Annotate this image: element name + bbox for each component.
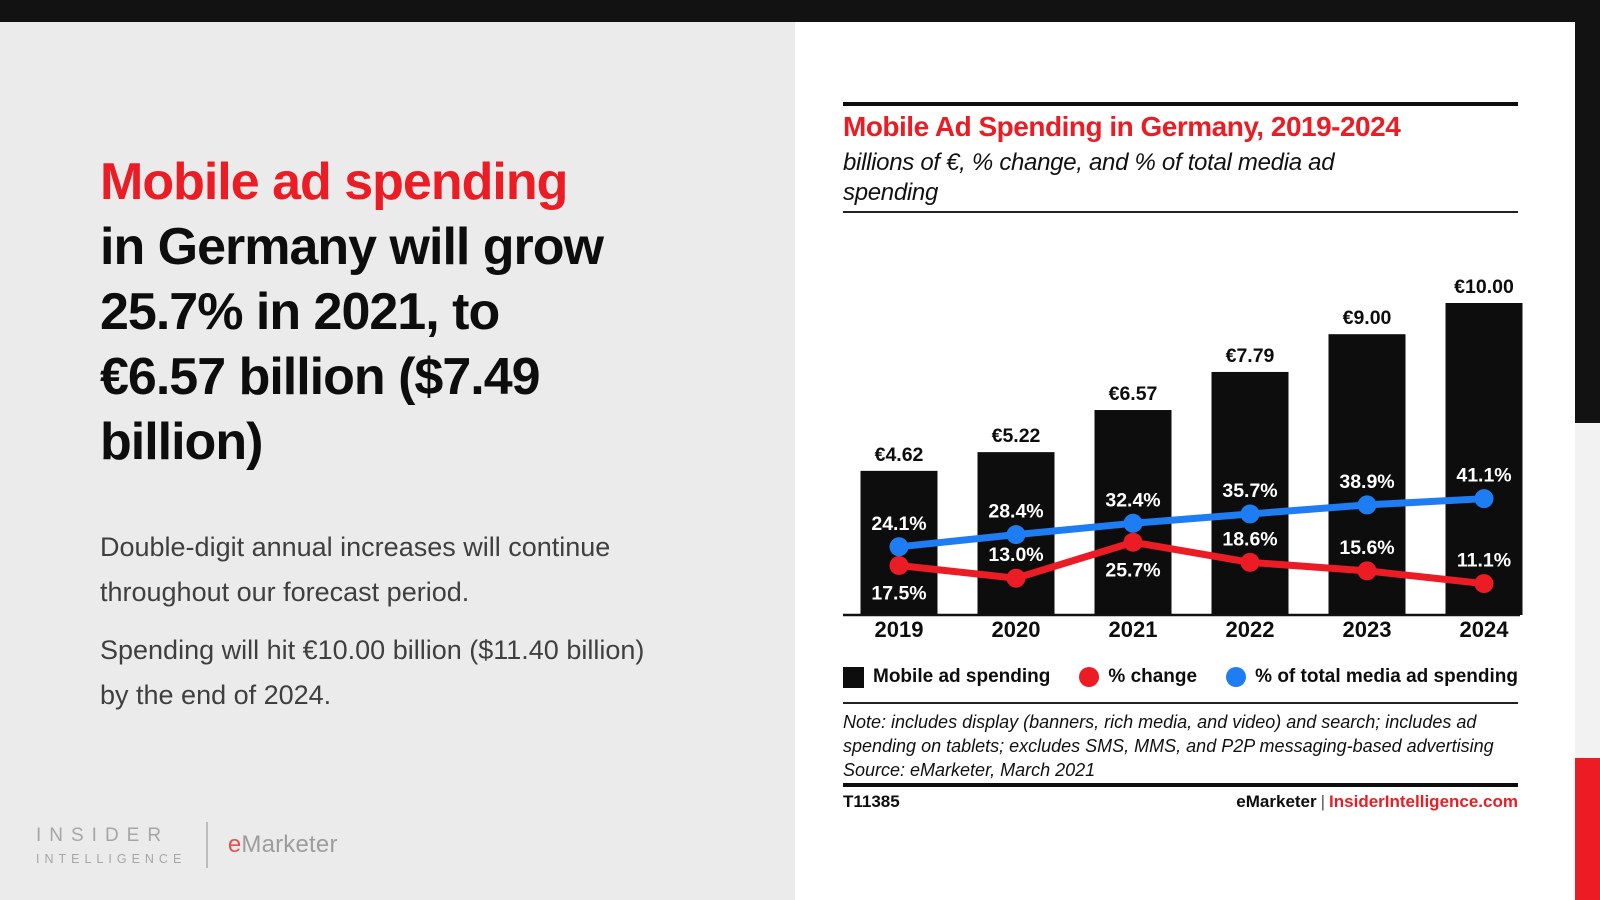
headline-body: in Germany will grow 25.7% in 2021, to €…	[100, 218, 604, 471]
chart-card: Mobile Ad Spending in Germany, 2019-2024…	[795, 22, 1575, 900]
x-tick-2023: 2023	[1343, 617, 1392, 640]
footer-rule	[843, 783, 1518, 787]
legend-label: % of total media ad spending	[1255, 666, 1518, 687]
legend-item-pct-of-total: % of total media ad spending	[1226, 666, 1518, 688]
change-label-2021: 25.7%	[1105, 559, 1160, 581]
logo-divider	[206, 822, 208, 868]
chart-id: T11385	[843, 792, 900, 811]
of-total-media-ad-spending-point-2021	[1123, 513, 1143, 533]
legend-label: Mobile ad spending	[873, 666, 1051, 687]
legend-item-mobile-ad-spending: Mobile ad spending	[843, 666, 1050, 688]
chart-title: Mobile Ad Spending in Germany, 2019-2024	[843, 111, 1401, 142]
change-point-2019	[889, 555, 909, 575]
bar-value-2024: €10.00	[1454, 276, 1514, 298]
of-total-media-ad-spending-point-2020	[1006, 525, 1026, 545]
change-label-2024: 11.1%	[1457, 550, 1511, 572]
change-point-2023	[1357, 561, 1377, 581]
headline-highlight: Mobile ad spending	[100, 153, 568, 211]
headline: Mobile ad spending in Germany will grow 2…	[100, 150, 720, 475]
brand-name: eMarketer	[1236, 792, 1317, 811]
edge-strip-black	[1575, 22, 1600, 423]
x-tick-2020: 2020	[992, 617, 1041, 640]
x-tick-2024: 2024	[1460, 617, 1510, 640]
title-rule-top	[843, 102, 1518, 106]
change-label-2023: 15.6%	[1339, 537, 1394, 559]
legend-item-pct-change: % change	[1079, 666, 1197, 688]
of-total-media-ad-spending-point-2024	[1474, 489, 1494, 509]
edge-strip-red	[1575, 758, 1600, 900]
red-dot-swatch-icon	[1079, 667, 1100, 687]
of-total-media-ad-spending-label-2020: 28.4%	[988, 501, 1043, 523]
brand-separator: |	[1320, 792, 1326, 811]
of-total-media-ad-spending-label-2022: 35.7%	[1222, 480, 1277, 502]
chart-svg: 2019 2020 2021 2022 2023 2024 €4.62 €5.22 €6.57 €…	[843, 276, 1523, 640]
bar-value-2022: €7.79	[1226, 345, 1275, 367]
logo-line-insider: INSIDER	[36, 824, 170, 846]
edge-strip-gray	[1575, 423, 1600, 758]
change-point-2022	[1240, 552, 1260, 572]
x-tick-2019: 2019	[875, 617, 924, 640]
bar-value-2023: €9.00	[1343, 307, 1392, 329]
change-label-2020: 13.0%	[988, 544, 1043, 566]
of-total-media-ad-spending-label-2023: 38.9%	[1339, 471, 1394, 493]
chart-subtitle: billions of €, % change, and % of total …	[843, 149, 1335, 206]
bar-2021	[1094, 410, 1172, 615]
chart-legend: Mobile ad spending % change % of total m…	[843, 663, 1518, 691]
footer-brand: eMarketer | InsiderIntelligence.com	[1236, 792, 1518, 812]
change-label-2022: 18.6%	[1222, 528, 1277, 550]
emarketer-wordmark: eMarketer	[228, 831, 338, 859]
emarketer-e: e	[227, 831, 242, 858]
of-total-media-ad-spending-label-2019: 24.1%	[871, 513, 926, 535]
chart-note: Note: includes display (banners, rich me…	[843, 712, 1494, 780]
of-total-media-ad-spending-label-2021: 32.4%	[1105, 489, 1160, 511]
change-point-2020	[1006, 568, 1026, 588]
blue-dot-swatch-icon	[1226, 667, 1247, 687]
brand-site-link[interactable]: InsiderIntelligence.com	[1329, 792, 1518, 811]
emarketer-rest: Marketer	[241, 831, 338, 858]
of-total-media-ad-spending-point-2023	[1357, 495, 1377, 515]
bar-value-2021: €6.57	[1109, 383, 1158, 405]
of-total-media-ad-spending-point-2019	[889, 537, 909, 557]
change-label-2019: 17.5%	[871, 582, 926, 604]
summary-paragraph-1: Double-digit annual increases will conti…	[100, 532, 611, 607]
chart-footer: T11385 eMarketer | InsiderIntelligence.com	[843, 792, 1518, 812]
change-point-2024	[1474, 574, 1494, 594]
insider-intelligence-wordmark: INSIDER INTELLIGENCE	[36, 825, 186, 866]
bar-2022	[1211, 371, 1289, 615]
legend-label: % change	[1108, 666, 1198, 687]
title-rule-bottom	[843, 211, 1518, 213]
insider-intelligence-logo: INSIDER INTELLIGENCE eMarketer	[36, 822, 338, 868]
summary-panel: Mobile ad spending in Germany will grow 2…	[0, 22, 795, 900]
bar-2024	[1445, 303, 1523, 615]
x-tick-2022: 2022	[1226, 617, 1275, 640]
of-total-media-ad-spending-label-2024: 41.1%	[1456, 465, 1511, 487]
bar-swatch-icon	[843, 666, 864, 688]
bar-value-2019: €4.62	[875, 444, 924, 466]
change-point-2021	[1123, 532, 1143, 552]
of-total-media-ad-spending-line	[898, 495, 1485, 551]
of-total-media-ad-spending-point-2022	[1240, 504, 1260, 524]
x-tick-2021: 2021	[1109, 617, 1158, 640]
logo-line-intelligence: INTELLIGENCE	[36, 851, 187, 866]
top-black-bar	[0, 0, 1600, 22]
bar-value-2020: €5.22	[992, 425, 1041, 447]
note-rule-top	[843, 702, 1518, 704]
change-line	[898, 538, 1485, 588]
summary-paragraph-2: Spending will hit €10.00 billion ($11.40…	[100, 635, 645, 710]
